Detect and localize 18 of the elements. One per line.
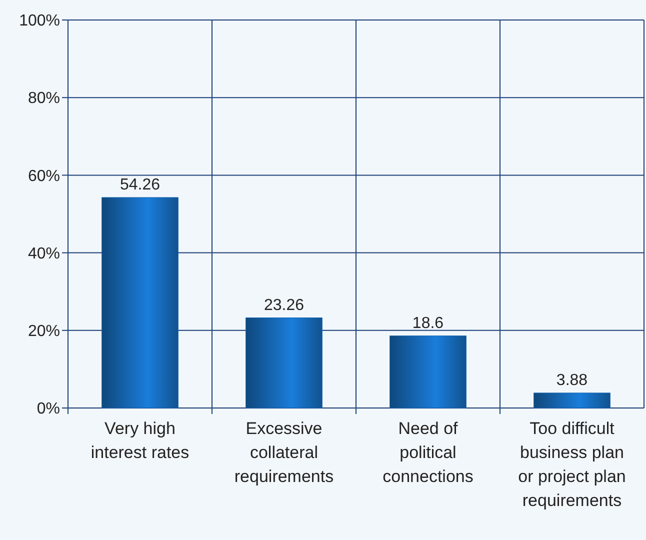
y-tick-label: 80% bbox=[28, 90, 60, 108]
data-label: 18.6 bbox=[412, 314, 444, 332]
bar bbox=[534, 392, 610, 408]
bar bbox=[102, 197, 178, 408]
bar bbox=[390, 336, 466, 408]
y-tick-label: 0% bbox=[36, 400, 60, 418]
y-tick-label: 40% bbox=[28, 245, 60, 262]
y-tick-label: 100% bbox=[19, 12, 60, 30]
x-tick-label: Need of political connections bbox=[382, 419, 474, 486]
y-tick-label: 20% bbox=[28, 323, 60, 340]
data-label: 23.26 bbox=[264, 296, 304, 314]
bar bbox=[246, 318, 322, 408]
x-tick-label: Too difficult business plan or project plan requirements bbox=[518, 419, 626, 510]
x-tick-label: Excessive collateral requirements bbox=[234, 419, 334, 486]
y-tick-label: 60% bbox=[28, 168, 60, 185]
data-label: 54.26 bbox=[120, 176, 160, 194]
data-label: 3.88 bbox=[556, 372, 588, 389]
x-tick-label: Very high interest rates bbox=[90, 419, 190, 462]
